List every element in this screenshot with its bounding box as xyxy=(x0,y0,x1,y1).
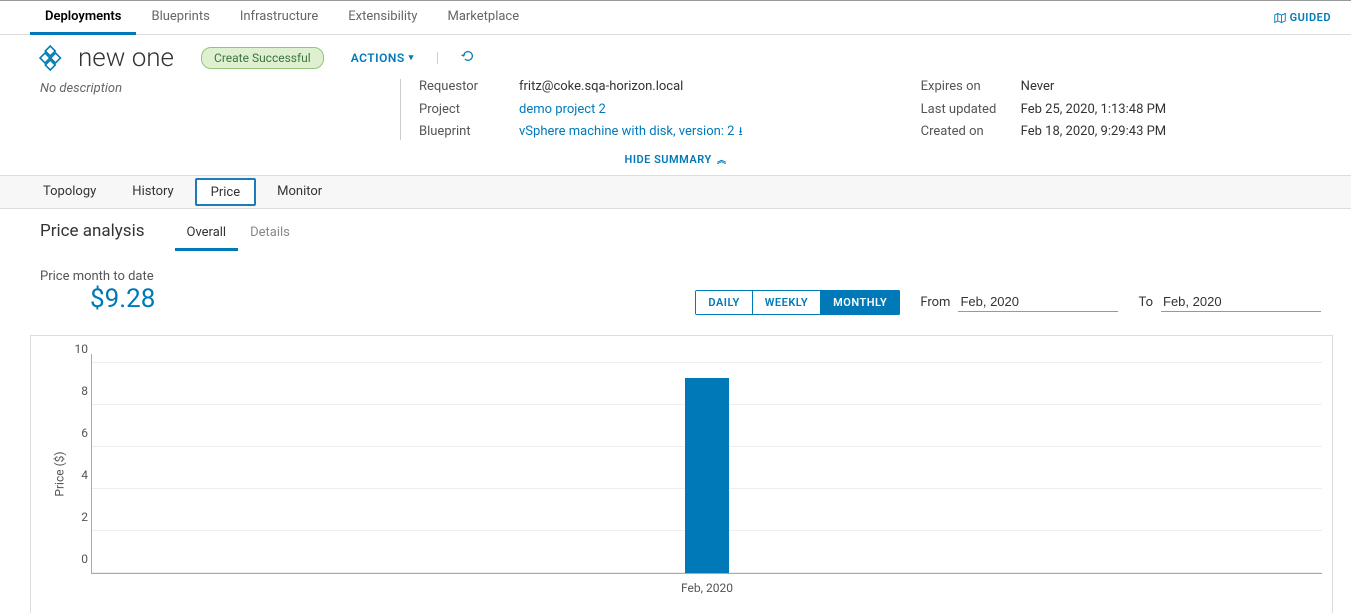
tab-topology[interactable]: Topology xyxy=(25,176,114,208)
top-nav: DeploymentsBlueprintsInfrastructureExten… xyxy=(0,1,1351,35)
meta-label: Created on xyxy=(921,124,1021,140)
meta-row: Expires onNever xyxy=(921,79,1166,95)
price-analysis-header: Price analysis OverallDetails xyxy=(0,209,1351,251)
meta-row: BlueprintvSphere machine with disk, vers… xyxy=(419,124,743,140)
meta-label: Expires on xyxy=(921,79,1021,95)
meta-row: Projectdemo project 2 xyxy=(419,102,743,118)
period-daily[interactable]: DAILY xyxy=(695,290,752,315)
bar xyxy=(685,378,728,573)
y-tick: 8 xyxy=(70,384,88,398)
meta-label: Requestor xyxy=(419,79,519,95)
meta-row: Created onFeb 18, 2020, 9:29:43 PM xyxy=(921,124,1166,140)
chart-plot-area: 0246810Feb, 2020 xyxy=(91,354,1322,574)
price-analysis-title: Price analysis xyxy=(40,221,145,241)
from-date-input[interactable] xyxy=(958,292,1118,312)
actions-dropdown[interactable]: ACTIONS ▾ xyxy=(351,51,414,65)
hide-summary-row: HIDE SUMMARY ︽ xyxy=(0,146,1351,175)
meta-row: Requestorfritz@coke.sqa-horizon.local xyxy=(419,79,743,95)
tab-price[interactable]: Price xyxy=(195,178,256,206)
y-tick: 2 xyxy=(70,510,88,524)
guided-link[interactable]: GUIDED xyxy=(1274,11,1331,24)
meta-value: Feb 18, 2020, 9:29:43 PM xyxy=(1021,124,1166,140)
hide-summary-label: HIDE SUMMARY xyxy=(625,153,712,166)
download-icon[interactable]: ⭳ xyxy=(738,124,742,140)
refresh-icon[interactable] xyxy=(461,49,475,67)
pa-tab-details[interactable]: Details xyxy=(238,219,302,251)
y-tick: 4 xyxy=(70,468,88,482)
divider: | xyxy=(436,50,439,66)
page-title: new one xyxy=(78,43,174,73)
period-weekly[interactable]: WEEKLY xyxy=(753,290,821,315)
period-monthly[interactable]: MONTHLY xyxy=(821,290,900,315)
meta-row: Last updatedFeb 25, 2020, 1:13:48 PM xyxy=(921,102,1166,118)
topnav-tab-infrastructure[interactable]: Infrastructure xyxy=(225,1,333,35)
actions-label: ACTIONS xyxy=(351,51,405,65)
hide-summary-toggle[interactable]: HIDE SUMMARY ︽ xyxy=(625,153,727,166)
meta-label: Blueprint xyxy=(419,124,519,140)
topnav-tab-blueprints[interactable]: Blueprints xyxy=(136,1,224,35)
gridline xyxy=(92,362,1322,363)
y-tick: 10 xyxy=(70,342,88,356)
meta-label: Last updated xyxy=(921,102,1021,118)
topnav-tab-marketplace[interactable]: Marketplace xyxy=(432,1,534,35)
section-tabs: TopologyHistoryPriceMonitor xyxy=(0,175,1351,209)
mtd-value: $9.28 xyxy=(40,284,155,315)
period-toggle-group: DAILYWEEKLYMONTHLY xyxy=(695,290,900,315)
chevron-down-icon: ▾ xyxy=(409,53,414,63)
header-row: new one Create Successful ACTIONS ▾ | xyxy=(0,35,1351,73)
meta-link[interactable]: vSphere machine with disk, version: 2 xyxy=(519,124,734,140)
meta-link[interactable]: demo project 2 xyxy=(519,102,606,118)
meta-label: Project xyxy=(419,102,519,118)
topnav-tab-extensibility[interactable]: Extensibility xyxy=(333,1,432,35)
tab-monitor[interactable]: Monitor xyxy=(259,176,340,208)
y-axis-label: Price ($) xyxy=(53,452,67,497)
controls-row: Price month to date $9.28 DAILYWEEKLYMON… xyxy=(0,251,1351,325)
description-placeholder: No description xyxy=(40,79,360,140)
to-label: To xyxy=(1138,295,1153,310)
right-controls: DAILYWEEKLYMONTHLY From To xyxy=(695,290,1321,315)
y-tick: 6 xyxy=(70,426,88,440)
summary-area: No description Requestorfritz@coke.sqa-h… xyxy=(0,73,1351,146)
map-icon xyxy=(1274,13,1286,23)
price-analysis-subtabs: OverallDetails xyxy=(175,219,302,251)
price-chart: Price ($) 0246810Feb, 2020 xyxy=(30,335,1333,613)
topnav-tab-deployments[interactable]: Deployments xyxy=(30,1,136,35)
from-label: From xyxy=(920,295,950,310)
status-badge: Create Successful xyxy=(201,47,324,69)
to-date-field: To xyxy=(1138,292,1321,312)
meta-value: Feb 25, 2020, 1:13:48 PM xyxy=(1021,102,1166,118)
chevron-up-icon: ︽ xyxy=(717,156,727,166)
mtd-label: Price month to date xyxy=(40,269,155,284)
meta-value: fritz@coke.sqa-horizon.local xyxy=(519,79,683,95)
summary-left-block: Requestorfritz@coke.sqa-horizon.localPro… xyxy=(400,79,743,140)
from-date-field: From xyxy=(920,292,1118,312)
y-tick: 0 xyxy=(70,552,88,566)
guided-label: GUIDED xyxy=(1290,11,1331,24)
to-date-input[interactable] xyxy=(1161,292,1321,312)
deployment-icon xyxy=(38,44,66,72)
pa-tab-overall[interactable]: Overall xyxy=(175,219,239,251)
top-nav-tabs: DeploymentsBlueprintsInfrastructureExten… xyxy=(30,1,534,35)
x-tick-label: Feb, 2020 xyxy=(681,581,733,595)
tab-history[interactable]: History xyxy=(114,176,191,208)
meta-value: Never xyxy=(1021,79,1055,95)
month-to-date-block: Price month to date $9.28 xyxy=(40,269,155,315)
summary-right-block: Expires onNeverLast updatedFeb 25, 2020,… xyxy=(903,79,1166,140)
